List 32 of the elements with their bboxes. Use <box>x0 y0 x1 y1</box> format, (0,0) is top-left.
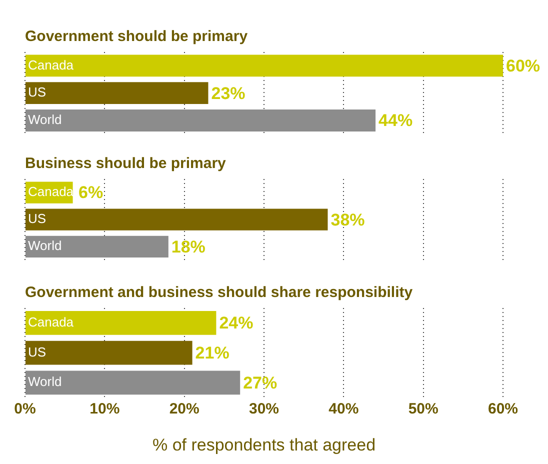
y-tick-label: US <box>28 84 46 100</box>
x-tick-label: 20% <box>169 400 200 418</box>
data-label: 21% <box>195 343 230 362</box>
bar <box>26 370 240 395</box>
x-tick-label: 50% <box>408 400 438 418</box>
y-tick-label: Canada <box>28 314 74 330</box>
y-tick-label: World <box>28 374 62 390</box>
data-label: 27% <box>243 373 278 392</box>
y-tick-label: Canada <box>28 184 74 200</box>
bar <box>26 310 216 335</box>
y-tick-label: Canada <box>28 57 74 72</box>
bar <box>26 340 192 365</box>
data-label: 44% <box>378 111 413 130</box>
y-tick-label: World <box>28 112 62 128</box>
chart-title: Government should be primary <box>25 28 248 46</box>
y-tick-label: US <box>28 344 46 360</box>
y-tick-label: US <box>28 211 46 226</box>
chart-title: Government and business should share responsibility <box>25 284 414 302</box>
data-label: 60% <box>506 56 540 76</box>
x-axis-title: % of respondents that agreed <box>152 435 376 454</box>
data-label: 23% <box>211 84 246 103</box>
data-label: 24% <box>219 314 254 333</box>
x-tick-label: 10% <box>90 400 120 418</box>
data-label: 6% <box>78 183 104 202</box>
x-tick-label: 40% <box>328 400 359 418</box>
y-tick-label: World <box>28 238 62 254</box>
data-label: 38% <box>330 210 365 230</box>
chart-title: Business should be primary <box>25 155 227 172</box>
data-label: 18% <box>171 237 206 256</box>
x-tick-label: 30% <box>248 400 280 418</box>
x-tick-label: 60% <box>488 400 518 418</box>
x-tick-label: 0% <box>14 400 36 418</box>
